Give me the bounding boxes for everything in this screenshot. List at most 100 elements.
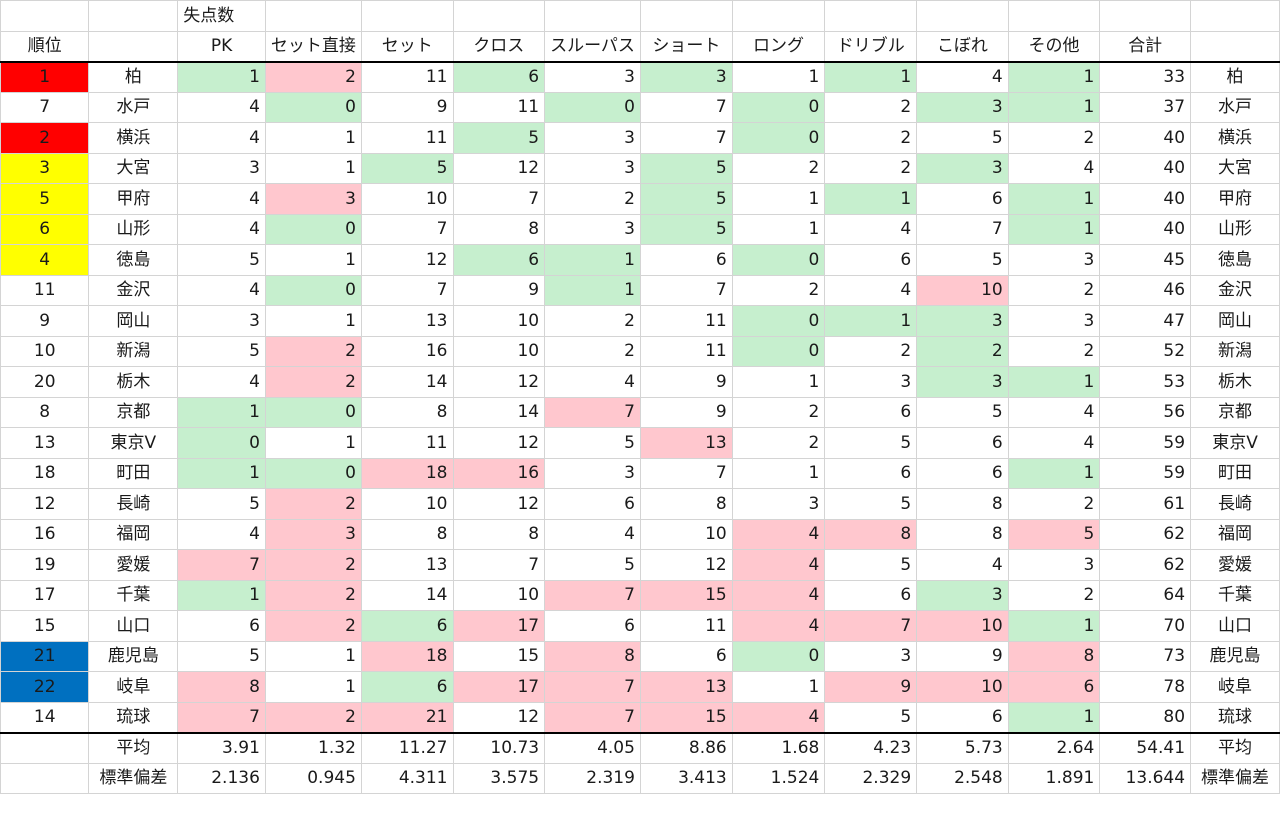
value-cell[interactable]: 8: [639, 488, 733, 520]
value-cell[interactable]: 17: [452, 610, 546, 642]
total-cell[interactable]: 62: [1099, 518, 1192, 550]
value-cell[interactable]: 7: [544, 396, 641, 428]
value-cell[interactable]: 12: [452, 488, 546, 520]
stat-value-cell[interactable]: 1.524: [731, 762, 826, 794]
team-cell-right[interactable]: 福岡: [1190, 518, 1280, 550]
stat-value-cell[interactable]: 1.32: [264, 731, 362, 764]
value-cell[interactable]: 4: [916, 61, 1009, 93]
total-cell[interactable]: 61: [1099, 488, 1192, 520]
value-cell[interactable]: 3: [824, 366, 918, 398]
value-cell[interactable]: 1: [731, 671, 826, 703]
value-cell[interactable]: 16: [360, 335, 454, 367]
column-header-cell[interactable]: クロス: [452, 30, 546, 63]
empty-cell[interactable]: [639, 0, 733, 32]
value-cell[interactable]: 2: [916, 335, 1009, 367]
value-cell[interactable]: 6: [824, 396, 918, 428]
value-cell[interactable]: 2: [264, 61, 362, 93]
team-cell[interactable]: 岐阜: [88, 671, 179, 703]
team-cell-right[interactable]: 徳島: [1190, 244, 1280, 276]
stat-value-cell[interactable]: 4.23: [824, 731, 918, 764]
value-cell[interactable]: 7: [824, 610, 918, 642]
stat-value-cell[interactable]: 11.27: [360, 731, 454, 764]
value-cell[interactable]: 12: [452, 366, 546, 398]
value-cell[interactable]: 6: [177, 610, 266, 642]
rank-cell[interactable]: 14: [0, 701, 90, 734]
empty-cell[interactable]: [264, 0, 362, 32]
value-cell[interactable]: 1: [264, 427, 362, 459]
value-cell[interactable]: 10: [360, 183, 454, 215]
team-cell-right[interactable]: 岐阜: [1190, 671, 1280, 703]
value-cell[interactable]: 1: [824, 183, 918, 215]
team-cell-right[interactable]: 鹿児島: [1190, 640, 1280, 672]
total-cell[interactable]: 73: [1099, 640, 1192, 672]
team-cell-right[interactable]: 山形: [1190, 213, 1280, 245]
total-cell[interactable]: 40: [1099, 152, 1192, 184]
value-cell[interactable]: 4: [177, 213, 266, 245]
value-cell[interactable]: 5: [824, 549, 918, 581]
value-cell[interactable]: 2: [824, 335, 918, 367]
value-cell[interactable]: 12: [639, 549, 733, 581]
team-cell-right[interactable]: 琉球: [1190, 701, 1280, 734]
stat-label-cell-right[interactable]: 平均: [1190, 731, 1280, 764]
value-cell[interactable]: 5: [824, 427, 918, 459]
value-cell[interactable]: 5: [452, 122, 546, 154]
value-cell[interactable]: 8: [544, 640, 641, 672]
value-cell[interactable]: 1: [1007, 213, 1101, 245]
value-cell[interactable]: 0: [731, 640, 826, 672]
rank-cell[interactable]: 19: [0, 549, 90, 581]
value-cell[interactable]: 4: [824, 274, 918, 306]
value-cell[interactable]: 4: [177, 183, 266, 215]
rank-cell[interactable]: 9: [0, 305, 90, 337]
value-cell[interactable]: 3: [264, 518, 362, 550]
total-cell[interactable]: 37: [1099, 91, 1192, 123]
team-cell-right[interactable]: 町田: [1190, 457, 1280, 489]
value-cell[interactable]: 3: [544, 122, 641, 154]
empty-cell[interactable]: [916, 0, 1009, 32]
total-cell[interactable]: 78: [1099, 671, 1192, 703]
team-cell[interactable]: 金沢: [88, 274, 179, 306]
rank-cell[interactable]: 21: [0, 640, 90, 672]
value-cell[interactable]: 3: [731, 488, 826, 520]
team-cell[interactable]: 鹿児島: [88, 640, 179, 672]
total-cell[interactable]: 59: [1099, 427, 1192, 459]
team-cell-right[interactable]: 水戸: [1190, 91, 1280, 123]
team-cell[interactable]: 町田: [88, 457, 179, 489]
value-cell[interactable]: 5: [360, 152, 454, 184]
value-cell[interactable]: 1: [264, 305, 362, 337]
value-cell[interactable]: 4: [177, 91, 266, 123]
total-cell[interactable]: 80: [1099, 701, 1192, 734]
total-cell[interactable]: 56: [1099, 396, 1192, 428]
value-cell[interactable]: 8: [360, 518, 454, 550]
stat-total-cell[interactable]: 54.41: [1099, 731, 1192, 764]
rank-cell[interactable]: 18: [0, 457, 90, 489]
team-cell-right[interactable]: 長崎: [1190, 488, 1280, 520]
empty-cell[interactable]: [1190, 0, 1280, 32]
value-cell[interactable]: 11: [452, 91, 546, 123]
rank-cell[interactable]: 7: [0, 91, 90, 123]
value-cell[interactable]: 3: [264, 183, 362, 215]
value-cell[interactable]: 18: [360, 640, 454, 672]
rank-cell[interactable]: 20: [0, 366, 90, 398]
value-cell[interactable]: 9: [824, 671, 918, 703]
value-cell[interactable]: 2: [264, 366, 362, 398]
rank-cell[interactable]: 8: [0, 396, 90, 428]
value-cell[interactable]: 17: [452, 671, 546, 703]
value-cell[interactable]: 5: [544, 427, 641, 459]
value-cell[interactable]: 6: [544, 488, 641, 520]
total-cell[interactable]: 53: [1099, 366, 1192, 398]
value-cell[interactable]: 5: [1007, 518, 1101, 550]
team-cell-right[interactable]: 東京V: [1190, 427, 1280, 459]
value-cell[interactable]: 6: [544, 610, 641, 642]
column-header-cell[interactable]: ショート: [639, 30, 733, 63]
team-cell[interactable]: 琉球: [88, 701, 179, 734]
value-cell[interactable]: 2: [731, 152, 826, 184]
value-cell[interactable]: 13: [639, 427, 733, 459]
team-cell[interactable]: 山口: [88, 610, 179, 642]
value-cell[interactable]: 14: [360, 366, 454, 398]
value-cell[interactable]: 13: [360, 305, 454, 337]
stat-value-cell[interactable]: 2.548: [916, 762, 1009, 794]
value-cell[interactable]: 0: [544, 91, 641, 123]
value-cell[interactable]: 1: [731, 366, 826, 398]
rank-cell[interactable]: 5: [0, 183, 90, 215]
rank-cell[interactable]: 1: [0, 61, 90, 93]
